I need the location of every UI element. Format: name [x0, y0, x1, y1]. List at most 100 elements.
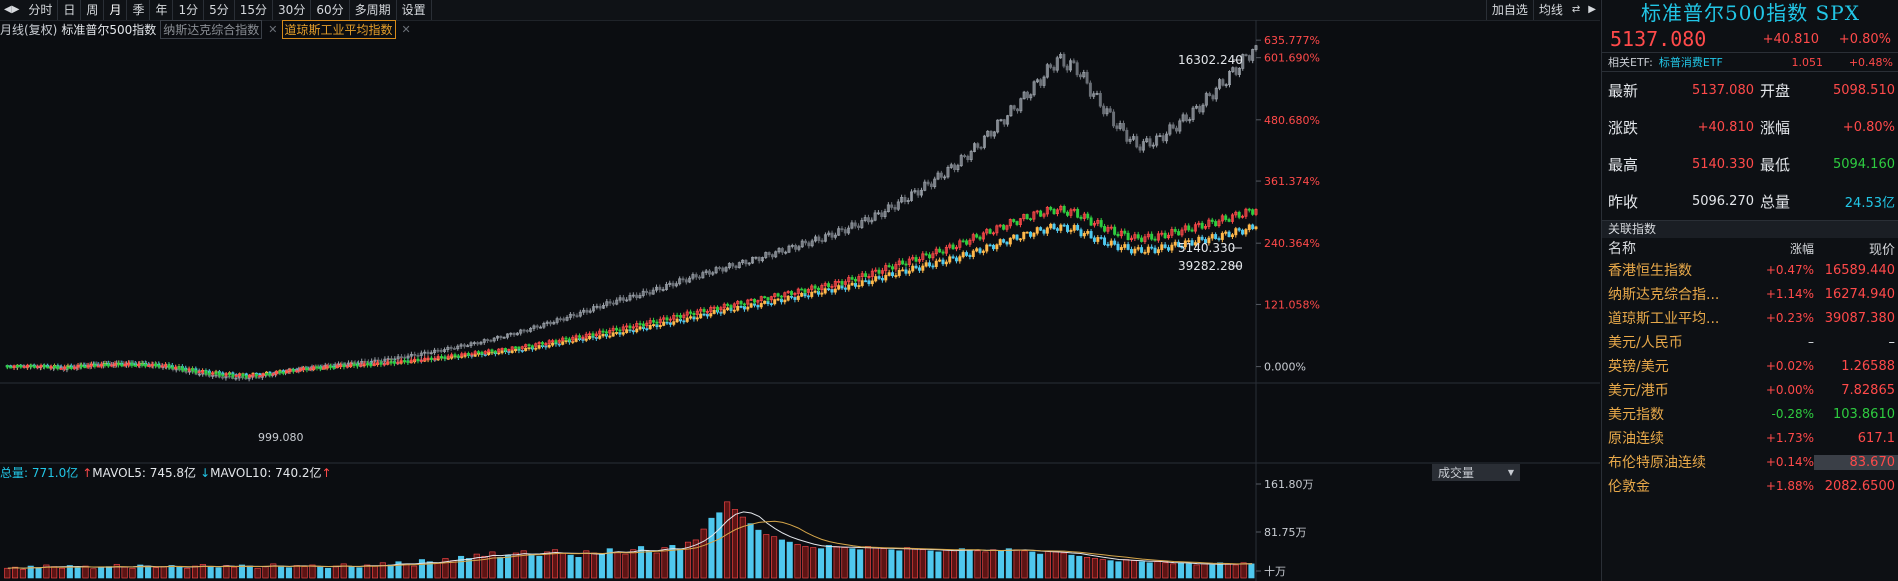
candle-body: [645, 290, 649, 293]
candle-body: [26, 364, 30, 367]
candle-body: [345, 365, 349, 368]
period-tab[interactable]: 分时: [23, 0, 59, 20]
period-tab[interactable]: 1分: [173, 0, 205, 20]
candle-body: [1183, 240, 1187, 248]
candle-body: [327, 364, 331, 367]
related-name: 香港恒生指数: [1608, 263, 1692, 279]
candle-body: [746, 306, 750, 310]
period-tab[interactable]: 周: [81, 0, 105, 20]
candle-body: [231, 374, 235, 377]
period-tab[interactable]: 60分: [311, 0, 350, 20]
related-etf-row[interactable]: 相关ETF: 标普消费ETF 1.051 +0.48%: [1602, 52, 1898, 72]
candle-body: [704, 270, 708, 274]
candle-body: [46, 366, 50, 369]
candle-body: [143, 362, 147, 366]
candle-body: [446, 355, 450, 359]
period-tab-active[interactable]: 月: [104, 0, 128, 20]
candle-body: [131, 362, 135, 366]
candle-body: [1016, 108, 1020, 112]
period-tab[interactable]: 15分: [235, 0, 274, 20]
volume-bar: [598, 553, 605, 579]
related-pct: +0.00%: [1765, 383, 1814, 397]
candle-body: [96, 364, 100, 367]
candle-body: [524, 347, 528, 352]
related-row[interactable]: 美元/港币 +0.00% 7.82865: [1602, 378, 1898, 402]
expand-icon[interactable]: ▶: [1588, 4, 1596, 15]
candle-body: [541, 345, 544, 347]
close-icon[interactable]: ✕: [401, 22, 411, 36]
candle-body: [466, 354, 470, 356]
candle-body: [460, 353, 464, 357]
candle-body: [399, 360, 403, 363]
volume-bar: [1131, 560, 1138, 579]
period-tab[interactable]: 日: [58, 0, 82, 20]
candle-body: [1129, 249, 1133, 254]
candle-body: [998, 224, 1002, 227]
candle-body: [891, 266, 895, 270]
candle-body: [860, 273, 864, 277]
related-row[interactable]: 布伦特原油连续 +0.14% 83.670: [1602, 450, 1898, 474]
volume-bar: [145, 565, 152, 579]
candle-body: [339, 364, 343, 368]
candle-body: [1072, 208, 1076, 211]
related-row[interactable]: 香港恒生指数 +0.47% 16589.440: [1602, 258, 1898, 282]
candle-body: [635, 328, 639, 333]
related-row[interactable]: 美元/人民币 – –: [1602, 330, 1898, 354]
ma-button[interactable]: 均线: [1532, 0, 1568, 20]
candle-body: [539, 326, 543, 329]
volume-bar: [1091, 558, 1098, 579]
volume-indicator-dropdown[interactable]: 成交量 ▼: [1432, 464, 1520, 481]
candle-body: [668, 318, 672, 321]
volume-bar: [4, 567, 11, 579]
candle-body: [86, 364, 90, 368]
related-row[interactable]: 原油连续 +1.73% 617.1: [1602, 426, 1898, 450]
related-row[interactable]: 美元指数 -0.28% 103.8610: [1602, 402, 1898, 426]
volume-bar: [857, 549, 864, 579]
related-row[interactable]: 道琼斯工业平均... +0.23% 39087.380: [1602, 306, 1898, 330]
candle-body: [342, 364, 346, 367]
settings-tab[interactable]: 设置: [397, 0, 432, 20]
volume-bar: [1170, 563, 1177, 579]
candle-body: [443, 349, 446, 352]
candle-body: [406, 360, 410, 363]
period-tab[interactable]: 30分: [273, 0, 312, 20]
candle-body: [440, 356, 444, 359]
candle-body: [472, 342, 476, 345]
related-name: 纳斯达克综合指...: [1608, 287, 1720, 303]
candle-body: [234, 377, 238, 380]
candle-body: [32, 364, 36, 367]
candle-body: [913, 190, 917, 193]
candle-body: [1204, 93, 1208, 106]
candle-body: [201, 370, 205, 372]
related-name: 布伦特原油连续: [1608, 455, 1706, 471]
multi-period-tab[interactable]: 多周期: [350, 0, 397, 20]
candle-body: [490, 351, 494, 354]
candle-body: [833, 281, 837, 287]
candle-body: [492, 337, 496, 342]
add-favorite-button[interactable]: 加自选: [1485, 0, 1533, 20]
candle-body: [207, 374, 211, 377]
candle-body: [217, 372, 221, 376]
swap-icon[interactable]: ⇄: [1571, 4, 1581, 15]
y-tick-label: 635.777%: [1264, 34, 1320, 47]
candle-body: [1078, 74, 1082, 78]
quote-value: 5140.330: [1691, 157, 1754, 172]
prev-icon[interactable]: ◀▶: [4, 4, 20, 15]
etf-name[interactable]: 标普消费ETF: [1658, 56, 1723, 69]
candle-body: [665, 317, 669, 321]
related-row[interactable]: 纳斯达克综合指... +1.14% 16274.940: [1602, 282, 1898, 306]
candle-body: [1055, 57, 1059, 71]
related-row[interactable]: 伦敦金 +1.88% 2082.6500: [1602, 474, 1898, 498]
candle-body: [1214, 87, 1218, 100]
candle-body: [452, 347, 456, 350]
period-tab[interactable]: 季: [127, 0, 151, 20]
candle-body: [1059, 54, 1063, 59]
candle-body: [49, 366, 53, 369]
related-row[interactable]: 英镑/美元 +0.02% 1.26588: [1602, 354, 1898, 378]
candle-body: [150, 363, 154, 366]
candle-body: [689, 316, 693, 319]
period-tab[interactable]: 5分: [204, 0, 235, 20]
candle-body: [312, 366, 316, 370]
period-tab[interactable]: 年: [150, 0, 174, 20]
close-icon[interactable]: ✕: [268, 22, 278, 36]
